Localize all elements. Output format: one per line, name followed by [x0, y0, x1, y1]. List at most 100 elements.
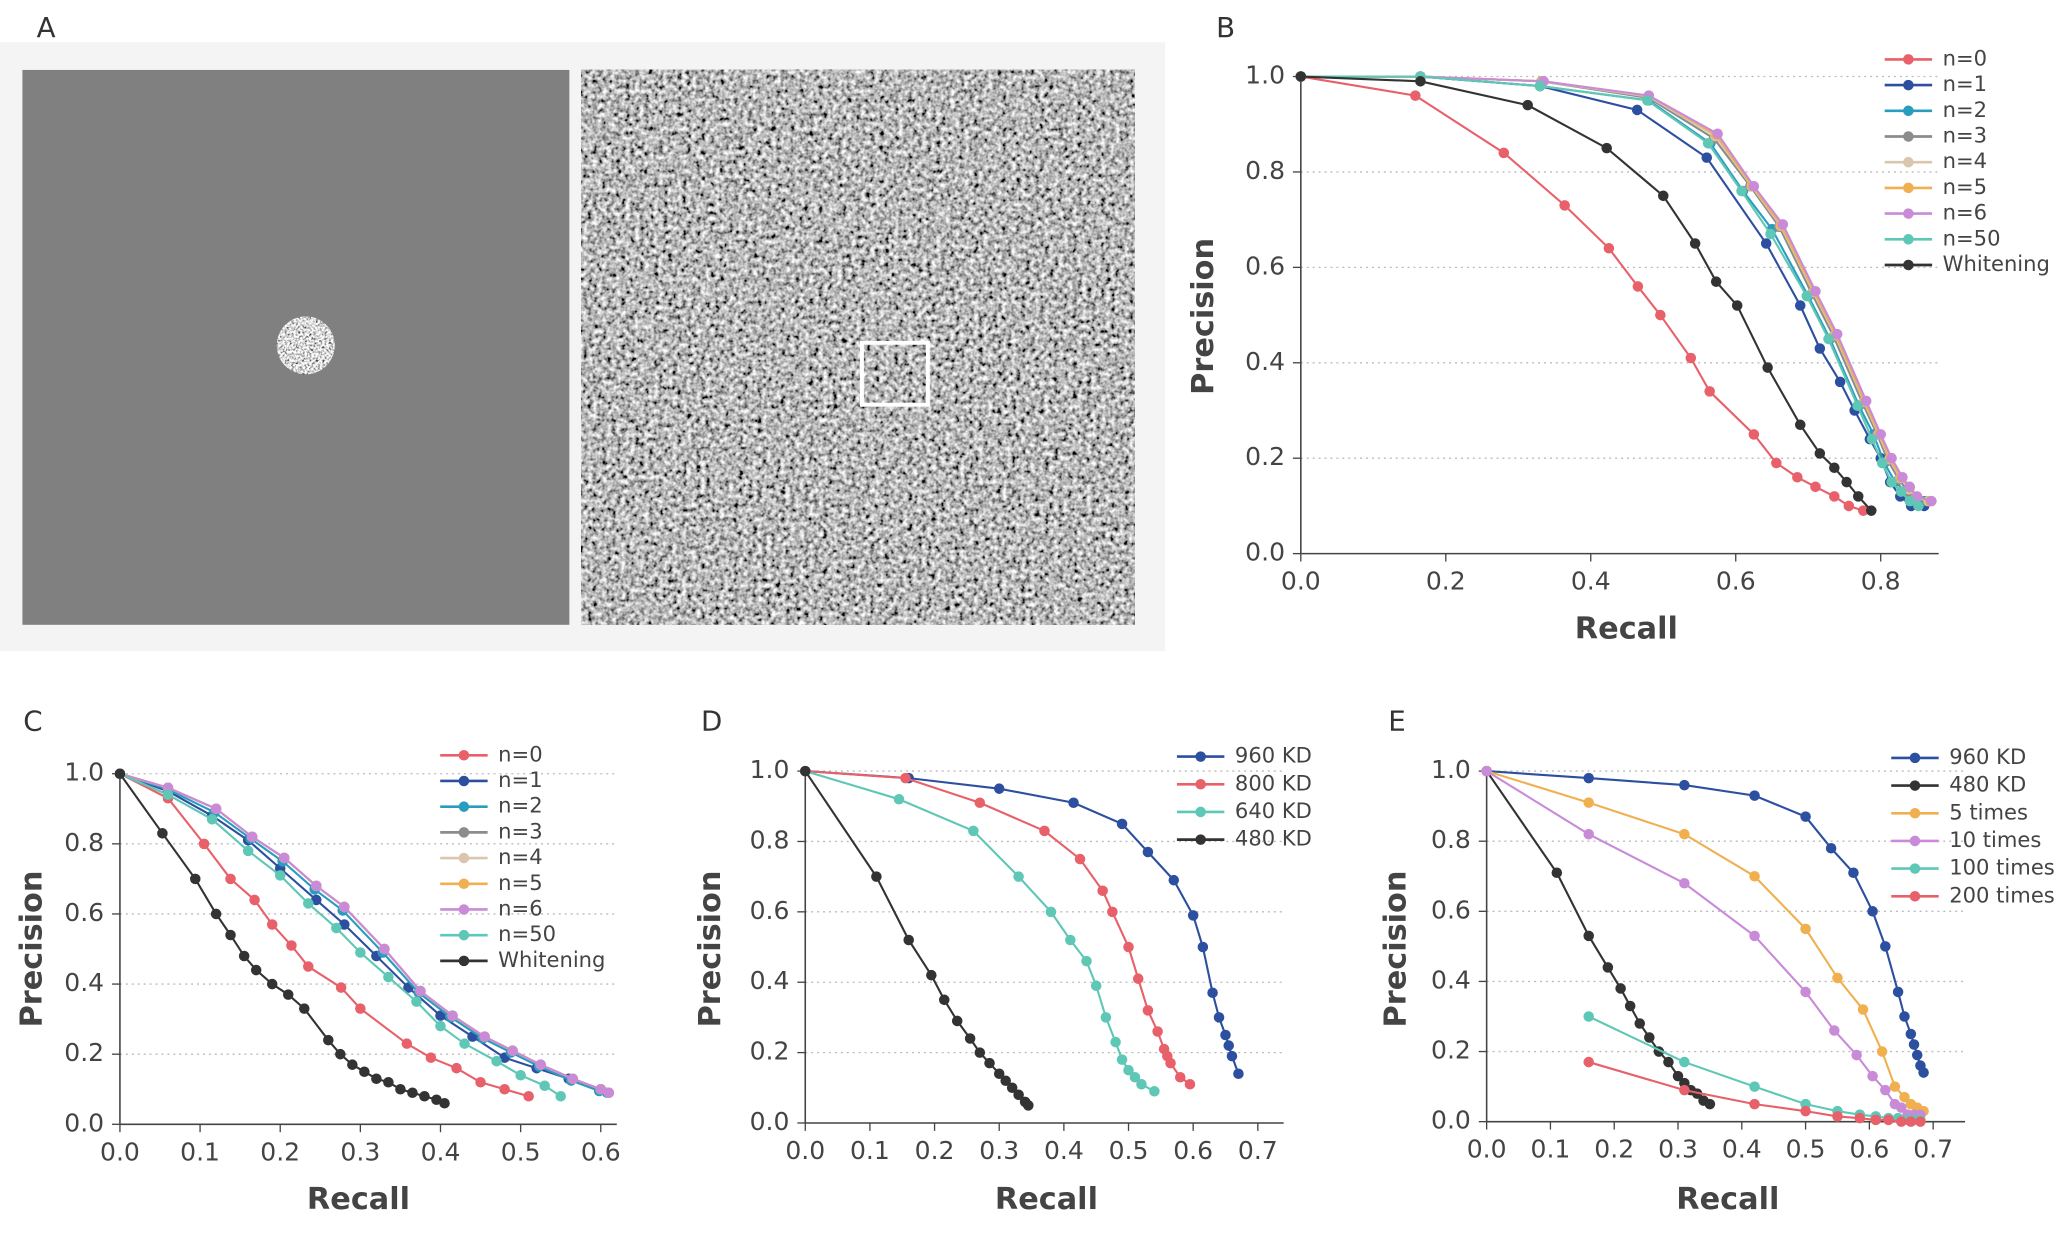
legend-marker: [1909, 891, 1921, 902]
y-tick-label: 0.6: [64, 898, 104, 927]
panel-a: A: [0, 11, 1166, 652]
legend-marker: [1909, 780, 1921, 791]
data-point: [871, 871, 882, 882]
data-point: [1142, 846, 1154, 858]
data-point: [603, 1087, 615, 1099]
data-point: [1603, 243, 1615, 254]
data-point: [1615, 983, 1626, 994]
legend-marker: [458, 878, 470, 890]
data-point: [157, 828, 168, 839]
data-point: [1006, 1082, 1018, 1094]
data-point: [238, 950, 250, 962]
legend-marker: [1903, 105, 1914, 117]
x-tick-label: 0.4: [1722, 1135, 1762, 1164]
data-point: [355, 1003, 366, 1014]
legend-marker: [1909, 807, 1921, 819]
data-point: [383, 1076, 394, 1088]
panel-label: B: [1216, 11, 1235, 44]
data-point: [311, 894, 322, 906]
y-tick-label: 0.8: [1245, 156, 1285, 185]
data-point: [926, 969, 937, 981]
series-line: [119, 772, 610, 1094]
data-point: [1090, 980, 1102, 992]
legend-label: Whitening: [498, 947, 605, 972]
data-point: [335, 982, 347, 993]
data-point: [595, 1083, 607, 1095]
data-point: [1760, 238, 1772, 249]
x-tick-label: 0.4: [421, 1137, 461, 1166]
data-point: [274, 870, 286, 881]
data-point: [1220, 1029, 1231, 1041]
data-point: [1679, 1056, 1690, 1068]
data-point: [1415, 76, 1426, 87]
data-point: [1866, 433, 1878, 445]
y-tick-label: 0.6: [750, 896, 790, 925]
data-point: [1905, 1116, 1917, 1127]
data-point: [1843, 500, 1855, 512]
data-point: [1792, 472, 1803, 483]
data-point: [1867, 1070, 1878, 1082]
data-point: [1634, 1018, 1646, 1029]
legend-label: n=2: [498, 793, 542, 818]
data-point: [1749, 1081, 1760, 1092]
legend-marker: [1195, 751, 1206, 762]
data-point: [1644, 1032, 1655, 1043]
data-point: [1655, 309, 1666, 321]
data-point: [1534, 80, 1546, 92]
data-point: [1876, 1046, 1888, 1057]
legend-label: n=5: [1943, 174, 1987, 199]
data-point: [1801, 290, 1813, 302]
data-point: [1771, 457, 1782, 469]
y-tick-label: 0.4: [1245, 347, 1285, 376]
data-point: [1583, 1011, 1594, 1022]
data-point: [1116, 1054, 1128, 1065]
data-point: [1851, 1049, 1862, 1061]
x-tick-label: 0.0: [785, 1136, 825, 1165]
legend-label: 200 times: [1949, 882, 2055, 907]
data-point: [302, 898, 314, 909]
data-point: [1498, 147, 1510, 159]
data-point: [1000, 1075, 1011, 1087]
x-tick-label: 0.6: [581, 1137, 621, 1166]
x-tick-label: 0.3: [1658, 1135, 1698, 1164]
legend-label: 960 KD: [1949, 744, 2026, 769]
legend-marker: [1903, 54, 1914, 65]
data-point: [1832, 1111, 1843, 1122]
legend-label: n=3: [498, 818, 542, 843]
data-point: [451, 1062, 462, 1074]
legend-label: 10 times: [1949, 827, 2041, 852]
data-point: [1905, 1028, 1917, 1040]
data-point: [1704, 386, 1715, 397]
data-point: [1814, 448, 1826, 459]
x-tick-label: 0.1: [850, 1136, 890, 1165]
data-point: [1883, 1114, 1894, 1126]
data-point: [1068, 797, 1079, 809]
data-point: [499, 1083, 510, 1095]
x-tick-label: 0.4: [1044, 1136, 1084, 1165]
y-axis-title: Precision: [14, 871, 49, 1028]
data-point: [435, 1020, 446, 1032]
data-point: [431, 1094, 442, 1106]
series-line: [1300, 75, 1925, 503]
particle: [276, 316, 335, 375]
data-point: [475, 1076, 486, 1088]
data-point: [1168, 874, 1180, 886]
data-point: [1701, 152, 1713, 163]
data-point: [1886, 452, 1897, 464]
data-point: [1897, 472, 1908, 483]
legend-label: n=4: [1943, 148, 1987, 173]
legend-label: n=3: [1943, 122, 1987, 147]
legend-marker: [1195, 778, 1206, 790]
data-point: [1800, 986, 1811, 998]
series-line: [1300, 75, 1932, 503]
series-line: [1300, 75, 1929, 503]
data-point: [1800, 923, 1811, 935]
data-point: [1880, 941, 1891, 952]
data-point: [1065, 934, 1076, 946]
data-point: [1731, 300, 1743, 311]
y-tick-label: 0.6: [1245, 251, 1285, 280]
data-point: [1624, 1000, 1636, 1012]
data-point: [1899, 1091, 1910, 1103]
series-line: [1486, 770, 1921, 1116]
